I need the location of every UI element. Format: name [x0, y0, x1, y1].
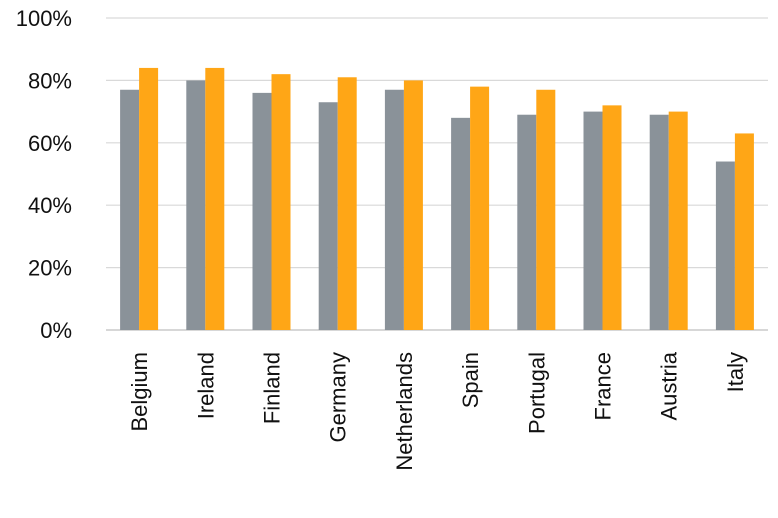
bar-germany-series-2	[337, 77, 357, 330]
bar-italy-series-2	[734, 133, 754, 330]
y-axis-tick-labels: 0% 20% 40% 60% 80% 100%	[16, 6, 72, 343]
category-label-netherlands: Netherlands	[392, 352, 417, 471]
bar-finland-series-2	[271, 74, 291, 330]
category-label-france: France	[591, 352, 616, 420]
bar-netherlands-series-1	[384, 89, 404, 330]
category-label-ireland: Ireland	[193, 352, 218, 419]
bar-austria-series-1	[649, 114, 669, 330]
bar-portugal-series-2	[536, 89, 556, 330]
category-label-germany: Germany	[326, 352, 351, 442]
bar-belgium-series-1	[120, 89, 140, 330]
category-label-belgium: Belgium	[127, 352, 152, 431]
category-label-italy: Italy	[723, 352, 748, 392]
bar-italy-series-1	[715, 161, 735, 330]
bar-ireland-series-1	[186, 80, 206, 331]
bar-germany-series-1	[318, 102, 338, 331]
bar-portugal-series-1	[517, 114, 537, 330]
y-tick-label: 0%	[40, 318, 72, 343]
y-tick-label: 80%	[28, 68, 72, 93]
bar-spain-series-1	[451, 117, 471, 330]
x-axis-category-labels: Belgium Ireland Finland Germany Netherlands S…	[127, 351, 748, 470]
bar-finland-series-1	[252, 92, 272, 330]
bars	[120, 67, 754, 331]
bar-belgium-series-2	[139, 67, 159, 331]
y-tick-label: 100%	[16, 6, 72, 31]
y-tick-label: 20%	[28, 256, 72, 281]
category-label-portugal: Portugal	[524, 352, 549, 434]
bar-ireland-series-2	[205, 67, 225, 331]
y-tick-label: 40%	[28, 193, 72, 218]
category-label-finland: Finland	[260, 352, 285, 424]
bar-austria-series-2	[668, 111, 688, 330]
bar-france-series-2	[602, 105, 622, 330]
category-label-austria: Austria	[657, 351, 682, 420]
bar-spain-series-2	[470, 86, 490, 330]
y-tick-label: 60%	[28, 131, 72, 156]
bar-netherlands-series-2	[403, 80, 423, 331]
category-label-spain: Spain	[458, 352, 483, 408]
bar-france-series-1	[583, 111, 603, 330]
